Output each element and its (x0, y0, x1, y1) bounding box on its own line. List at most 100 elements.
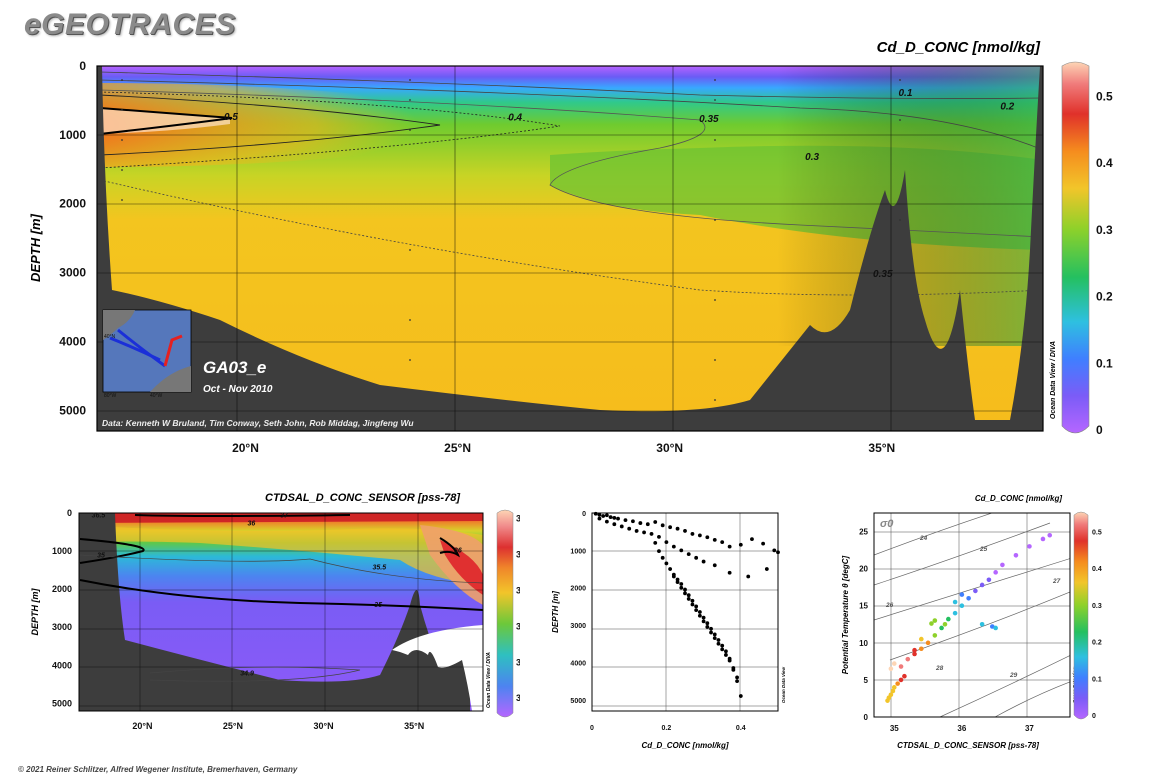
salinity-contour-label: 36 (247, 521, 255, 528)
profile-point (653, 540, 658, 545)
profile-point (738, 694, 743, 698)
ts-point (905, 656, 911, 662)
profile-point (597, 516, 602, 521)
profile-point (690, 602, 695, 607)
salinity-colorbar-tick: 35.5 (516, 657, 520, 667)
ts-point (952, 610, 958, 616)
profile-point (712, 632, 717, 637)
profile-ylabel: DEPTH [m] (551, 591, 560, 633)
profile-point (597, 512, 602, 517)
profile-point (623, 518, 628, 522)
profile-y-tick: 2000 (570, 586, 586, 593)
salinity-contour-label: 36.5 (92, 512, 106, 519)
ts-y-tick: 20 (859, 565, 868, 574)
profile-point (593, 511, 598, 516)
profile-point (612, 522, 617, 527)
profile-point (712, 537, 717, 542)
profile-point (727, 570, 732, 575)
ts-point (966, 596, 971, 601)
ts-colorbar-tick: 0.4 (1092, 566, 1102, 573)
ts-x-tick: 36 (957, 724, 966, 733)
profile-point (694, 555, 699, 560)
main-y-tick: 1000 (59, 128, 86, 142)
main-title: Cd_D_CONC [nmol/kg] (877, 39, 1041, 56)
profile-point (697, 610, 702, 614)
ts-y-tick: 0 (864, 713, 869, 722)
profile-point (668, 525, 673, 530)
profile-point (601, 514, 606, 518)
ts-point (959, 592, 965, 597)
ts-point (895, 681, 900, 686)
main-x-tick: 25°N (444, 441, 471, 455)
ts-point (888, 692, 894, 698)
profile-point (709, 630, 713, 635)
profile-point (776, 550, 780, 555)
main-watermark: Ocean Data View / DIVA (1050, 341, 1057, 419)
profile-point (705, 621, 710, 626)
profile-point (701, 619, 706, 624)
ts-y-tick: 25 (859, 528, 868, 537)
ts-point (939, 625, 944, 631)
main-contour-label: 0.2 (1000, 102, 1014, 113)
profile-point (675, 577, 680, 582)
profile-point (668, 567, 673, 571)
profile-point (735, 675, 739, 680)
profile-point (727, 544, 732, 549)
profile-point (724, 649, 728, 654)
main-contour-label: 0.35 (873, 269, 893, 280)
ts-point (929, 621, 934, 626)
svg-text:40°N: 40°N (104, 334, 116, 340)
ts-point (898, 664, 904, 669)
ts-point (890, 688, 896, 694)
main-y-tick: 2000 (59, 197, 86, 211)
cruise-label: GA03_e (203, 358, 266, 377)
svg-text:25: 25 (979, 546, 988, 553)
main-x-tick: 35°N (868, 441, 895, 455)
salinity-contour-label: 35 (97, 553, 105, 560)
profile-point (660, 555, 665, 560)
salinity-y-tick: 5000 (52, 698, 72, 708)
salinity-y-tick: 2000 (52, 584, 72, 594)
ts-x-tick: 35 (890, 724, 899, 733)
salinity-colorbar-tick: 36 (516, 621, 520, 631)
profile-point (608, 515, 613, 520)
ts-title: Cd_D_CONC [nmol/kg] (975, 494, 1062, 503)
ts-point (1027, 544, 1032, 549)
profile-x-tick: 0.4 (736, 725, 746, 732)
profile-point (705, 535, 710, 540)
profile-point (731, 668, 736, 672)
ts-point (932, 618, 938, 623)
main-colorbar-tick: 0.1 (1096, 356, 1113, 370)
ts-point (912, 647, 917, 653)
svg-text:29: 29 (1009, 672, 1018, 679)
main-contour-label: 0.5 (224, 112, 238, 123)
profile-point (720, 647, 725, 652)
ts-colorbar-tick: 0.1 (1092, 676, 1102, 683)
profile-point (746, 574, 751, 579)
salinity-ylabel: DEPTH [m] (30, 587, 40, 635)
profile-point (697, 613, 702, 618)
main-contour-label: 0.3 (805, 152, 819, 163)
ts-point (993, 570, 998, 575)
ts-colorbar-tick: 0.2 (1092, 640, 1102, 647)
profile-point (616, 516, 620, 521)
ts-xlabel: CTDSAL_D_CONC_SENSOR [pss-78] (897, 741, 1039, 750)
ts-point (946, 616, 951, 622)
main-colorbar-tick: 0 (1096, 423, 1103, 437)
profile-point (671, 574, 676, 579)
salinity-colorbar-tick: 37 (516, 550, 520, 560)
salinity-contour-label: 34.9 (240, 671, 254, 678)
profile-point (690, 598, 695, 603)
profile-y-tick: 5000 (570, 698, 586, 705)
ts-y-tick: 5 (864, 676, 869, 685)
profile-point (761, 541, 766, 546)
cruise-dates: Oct - Nov 2010 (203, 384, 273, 395)
salinity-y-tick: 0 (67, 508, 72, 518)
profile-x-tick: 0.2 (662, 725, 672, 732)
salinity-x-tick: 25°N (223, 721, 243, 731)
profile-x-tick: 0 (590, 725, 594, 732)
profile-point (697, 533, 702, 538)
profile-point (750, 537, 754, 542)
profile-point (686, 593, 691, 598)
